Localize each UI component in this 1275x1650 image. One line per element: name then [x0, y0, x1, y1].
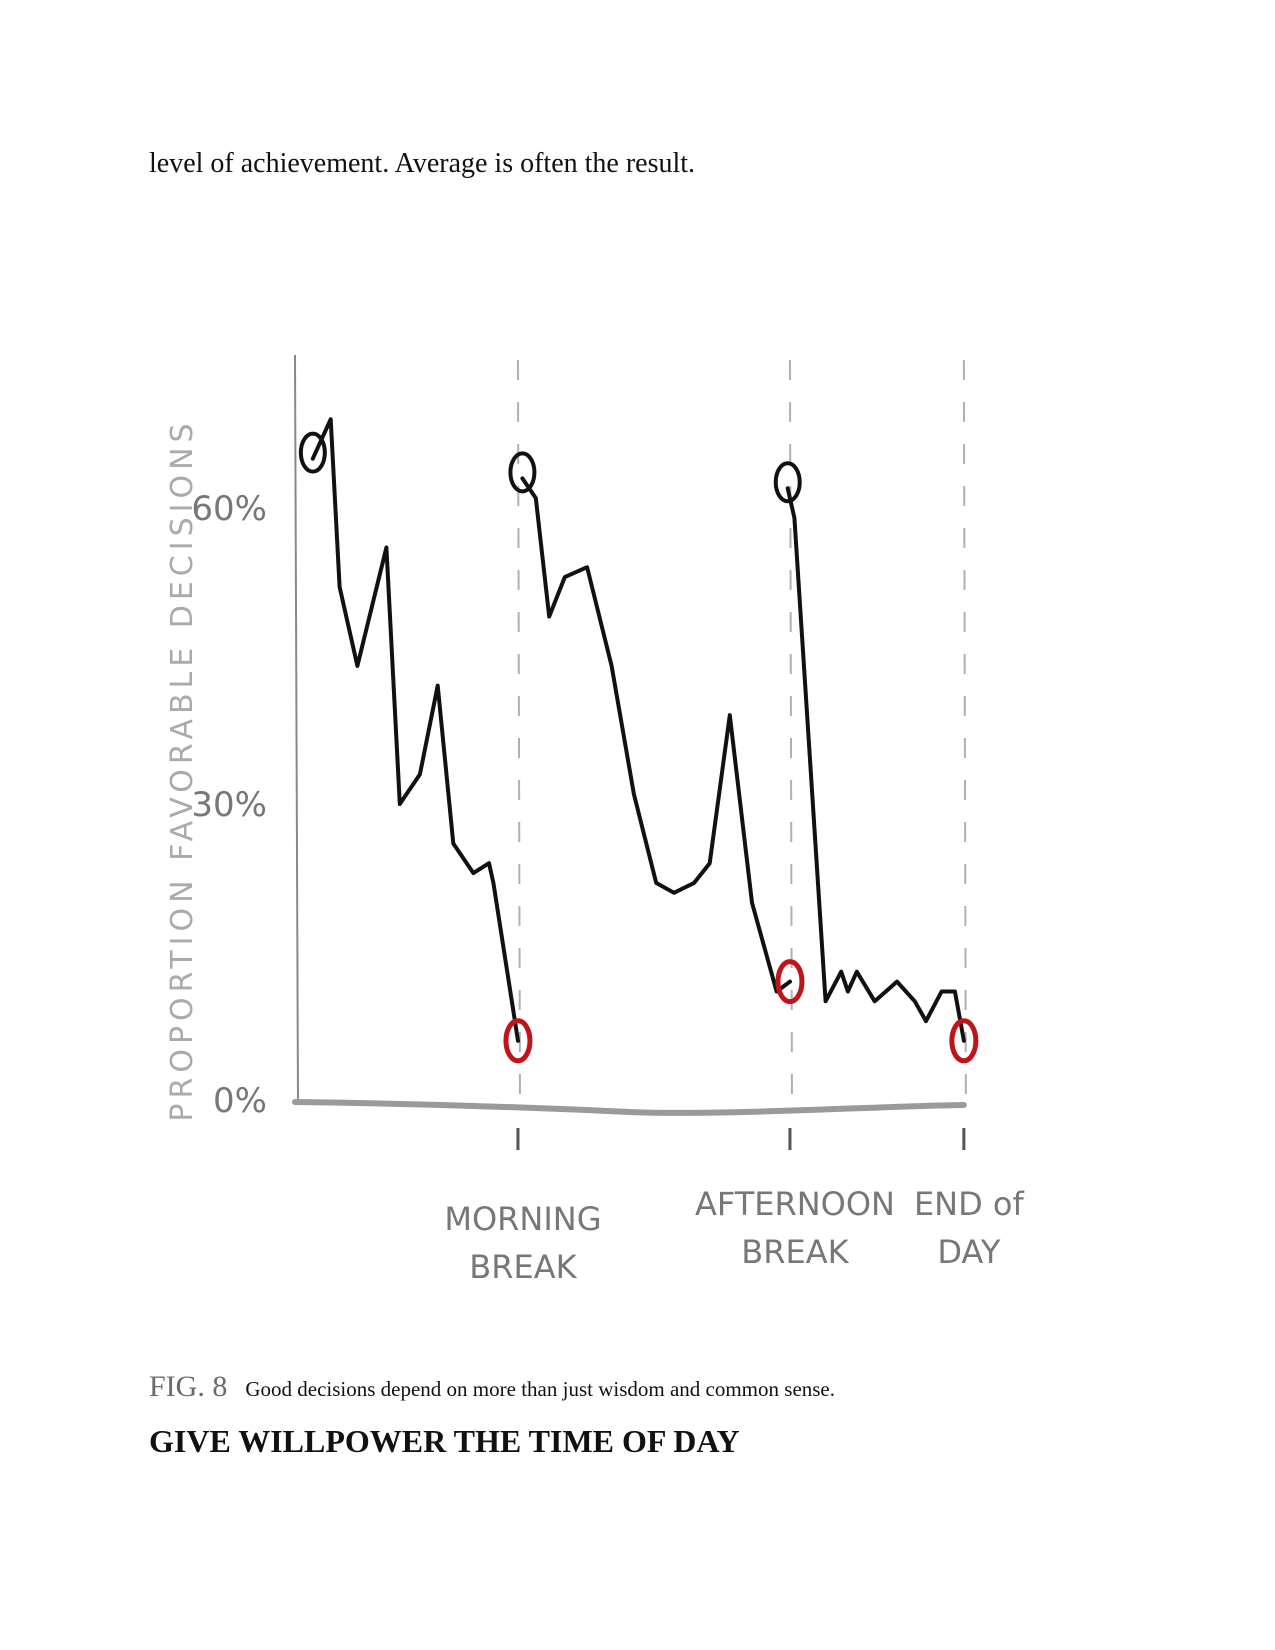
section-heading: GIVE WILLPOWER THE TIME OF DAY [149, 1423, 740, 1459]
start-point-marker [508, 451, 537, 494]
y-tick-label: 60% [191, 489, 267, 529]
x-tick-label: BREAK [741, 1233, 849, 1271]
x-tick-label: MORNING [444, 1200, 601, 1238]
break-guide-line [788, 359, 793, 1096]
y-axis-title: PROPORTION FAVORABLE DECISIONS [165, 418, 200, 1121]
break-guide-line [962, 359, 967, 1096]
x-tick-label: END of [914, 1185, 1025, 1223]
body-paragraph: level of achievement. Average is often t… [149, 148, 696, 179]
series-line [520, 476, 792, 994]
x-axis-line [292, 1099, 967, 1116]
break-point-marker [775, 959, 805, 1005]
start-point-marker [773, 461, 802, 504]
figure-8-chart: PROPORTION FAVORABLE DECISIONS 60% 30% 0% MO… [150, 330, 1090, 1365]
break-guide-line [516, 359, 521, 1096]
caption-text: Good decisions depend on more than just … [245, 1377, 836, 1401]
series-line [785, 486, 966, 1043]
x-tick-label: DAY [937, 1233, 1000, 1271]
x-tick-label: AFTERNOON [695, 1185, 895, 1223]
y-tick-label: 0% [213, 1081, 267, 1121]
figure-number: FIG. 8 [149, 1370, 228, 1403]
break-point-marker [503, 1018, 533, 1064]
y-tick-label: 30% [191, 785, 267, 825]
break-point-marker [949, 1018, 979, 1064]
series-line [310, 417, 520, 1043]
figure-caption: FIG. 8 Good decisions depend on more tha… [149, 1370, 835, 1404]
start-point-marker [298, 431, 327, 474]
x-tick-label: BREAK [469, 1248, 577, 1286]
y-axis-line [294, 354, 299, 1106]
